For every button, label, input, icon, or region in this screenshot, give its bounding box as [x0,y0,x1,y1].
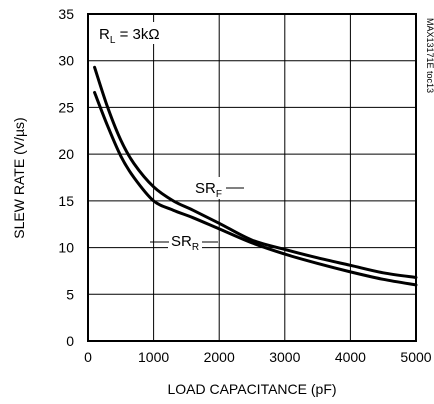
grid-lines [88,14,416,341]
x-tick-labels: 0 1000 2000 3000 4000 5000 [84,349,432,365]
plot-frame [87,13,417,342]
srf-label: SRF [195,180,222,200]
y-tick-label: 10 [58,240,74,256]
x-tick-label: 4000 [335,349,366,365]
condition-main: R [99,26,110,43]
x-tick-label: 2000 [204,349,235,365]
x-axis-title: LOAD CAPACITANCE (pF) [167,381,336,397]
x-tick-label: 0 [84,349,92,365]
srr-sub: R [192,242,199,253]
condition-label: RL = 3kΩ [99,26,160,46]
x-tick-label: 3000 [269,349,300,365]
series-line-srf [93,65,418,279]
srf-label-bg [192,177,226,199]
srr-main: SR [171,233,192,250]
srf-main: SR [195,180,216,197]
y-tick-label: 25 [58,99,74,115]
x-tick-label: 1000 [138,349,169,365]
x-tick-label: 5000 [400,349,431,365]
condition-label-bg [94,22,172,44]
srr-label: SRR [171,233,199,253]
y-tick-label: 15 [58,193,74,209]
y-tick-labels: 0 5 10 15 20 25 30 35 [58,6,74,349]
condition-rest: = 3kΩ [115,26,159,43]
y-tick-label: 35 [58,6,74,22]
y-tick-label: 0 [66,333,74,349]
series-layer [93,65,418,287]
side-note: MAX13171E toc13 [425,18,434,93]
y-tick-label: 5 [66,286,74,302]
y-tick-label: 30 [58,53,74,69]
y-axis-title: SLEW RATE (V/µs) [11,117,27,238]
condition-sub: L [110,35,116,46]
srf-sub: F [216,189,222,200]
y-tick-label: 20 [58,146,74,162]
srr-label-bg [168,229,202,251]
series-line-srr [93,90,418,287]
